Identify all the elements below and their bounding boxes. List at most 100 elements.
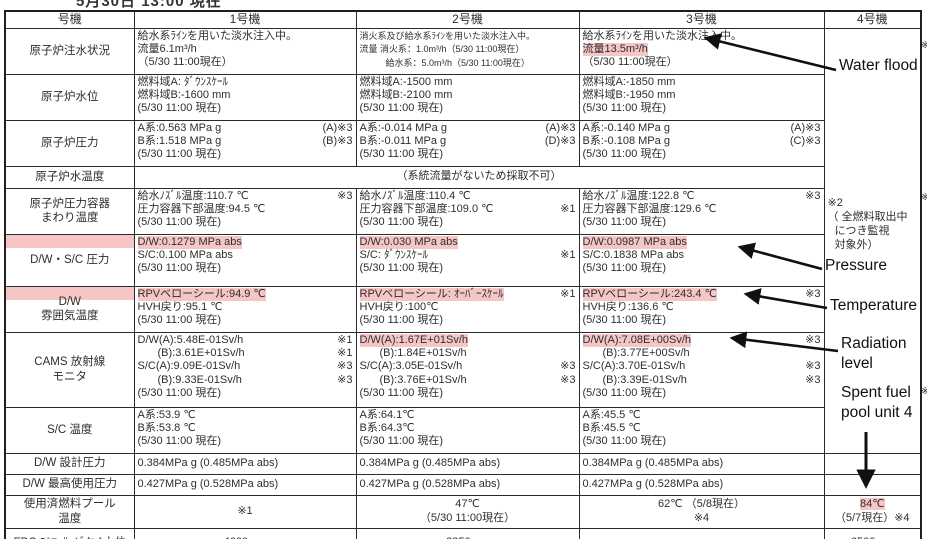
cut-off-column-fragment: ※ xyxy=(921,40,927,51)
table-row-reactor-pressure: 原子炉圧力 A系:0.563 MPa g (A)※3 B系:1.518 MPa g (B… xyxy=(4,119,921,167)
cell-line: 燃料域A:-1500 mm xyxy=(360,76,576,89)
cell-line: (5/30 11:00 現在) xyxy=(360,262,576,275)
cell-pool-temp-unit3: 62℃ （5/8現在） ※4 xyxy=(578,494,825,529)
cell-line: 燃料域A: ﾀﾞｳﾝｽｹｰﾙ xyxy=(138,76,353,89)
cell-value: 圧力容器下部温度:94.5 ℃ xyxy=(137,202,266,215)
cell-value: (B):3.77E+00Sv/h xyxy=(602,346,690,359)
cell-design-pressure-unit1: 0.384MPa g (0.485MPa abs) xyxy=(133,452,357,475)
cell-line: RPVベローシール:243.4 ℃ ※3 xyxy=(582,287,821,301)
row-label-injection: 原子炉注水状況 xyxy=(4,27,135,75)
table-row-pool-temp: 使用済燃料プール 温度 ※1 47℃ （5/30 11:00現在） 62℃ （5/8現在）… xyxy=(4,494,922,529)
table-row-dw-atm-temp: D/W 雰囲気温度 RPVベローシール:94.9 ℃ HVH戻り:95.1 ℃ (5/3… xyxy=(4,285,921,333)
cell-fpc-unit2: 2350mm xyxy=(355,527,580,539)
cell-line: 4600mm xyxy=(138,536,353,539)
note-marker: ※1 xyxy=(337,333,353,346)
cell-line: 燃料域B:-1600 mm xyxy=(138,89,353,102)
cell-value: （5/30 11:00現在） xyxy=(137,56,233,69)
table-row-sc-temp: S/C 温度 A系:53.9 ℃ B系:53.8 ℃ (5/30 11:00 現在) A… xyxy=(4,406,921,454)
row-label-line: 雰囲気温度 xyxy=(41,310,99,322)
cell-line: 0.427MPa g (0.528MPa abs) xyxy=(583,478,821,491)
note-marker: ※3 xyxy=(337,373,353,386)
cell-line: （5/30 11:00現在） xyxy=(360,512,576,525)
cell-line: D/W:0.1279 MPa abs xyxy=(137,235,353,249)
note-marker: (C)※3 xyxy=(789,134,821,147)
cell-line: 0.427MPa g (0.528MPa abs) xyxy=(138,478,353,491)
cell-line: RPVベローシール:94.9 ℃ xyxy=(137,287,353,301)
cell-line: D/W(A):1.67E+01Sv/h xyxy=(359,333,576,347)
cell-pool-temp-unit1: ※1 xyxy=(133,494,357,529)
cell-value: (5/30 11:00 現在) xyxy=(137,435,222,448)
cell-value: A系:64.1℃ xyxy=(359,408,415,421)
cell-value: (B):3.61E+01Sv/h xyxy=(157,346,245,359)
note-line: 対象外） xyxy=(834,239,879,252)
highlighted-value: D/W:0.0987 MPa abs xyxy=(582,235,687,249)
cell-line: D/W(A):7.08E+00Sv/h ※3 xyxy=(582,333,821,347)
cell-fpc-unit4: 6500mm xyxy=(823,527,922,539)
cell-line: 流量 消火系：1.0m³/h（5/30 11:00現在） xyxy=(360,43,576,57)
cell-value: (5/30 11:00 現在) xyxy=(359,102,444,115)
cell-value: B系:45.5 ℃ xyxy=(582,421,641,434)
cell-value: 給水ﾉｽﾞﾙ温度:110.4 ℃ xyxy=(359,189,471,202)
cell-line: 62℃ （5/8現在） xyxy=(583,498,821,511)
header-unit-label: 号機 xyxy=(4,10,135,29)
highlighted-value: RPVベローシール:243.4 ℃ xyxy=(582,287,717,301)
cell-value: 0.384MPa g (0.485MPa abs) xyxy=(582,456,724,469)
note-marker: (B)※3 xyxy=(322,134,353,147)
cell-value: (5/30 11:00 現在) xyxy=(137,148,222,161)
note-line: につき監視 xyxy=(834,225,890,238)
cell-reactor-pressure-unit3: A系:-0.140 MPa g (A)※3 B系:-0.108 MPa g (C)※3… xyxy=(578,119,825,167)
cell-value: (5/30 11:00 現在) xyxy=(137,262,222,275)
cell-water-level-unit2: 燃料域A:-1500 mm 燃料域B:-2100 mm (5/30 11:00 現在… xyxy=(355,73,580,121)
cell-line: (5/30 11:00 現在) xyxy=(583,387,821,400)
cell-water-level-unit3: 燃料域A:-1850 mm 燃料域B:-1950 mm (5/30 11:00 現在… xyxy=(578,73,825,121)
cell-max-pressure-unit2: 0.427MPa g (0.528MPa abs) xyxy=(355,473,580,496)
cell-line: 2350mm xyxy=(360,536,576,539)
cell-value: 燃料域A:-1850 mm xyxy=(582,75,676,88)
cell-value: 給水ﾉｽﾞﾙ温度:110.7 ℃ xyxy=(137,189,249,202)
note-line: （ 全燃料取出中 xyxy=(827,210,908,223)
cell-value: (5/30 11:00 現在) xyxy=(359,262,444,275)
cell-injection-unit3: 給水系ﾗｲﾝを用いた淡水注入中。 流量13.5m³/h （5/30 11:00現在） xyxy=(578,27,825,75)
cell-line: (B):1.84E+01Sv/h xyxy=(360,347,576,360)
row-label-dw-sc-pressure: D/W・S/C 圧力 xyxy=(4,233,135,287)
cell-value: 消火系及び給水系ﾗｲﾝを用いた淡水注入中。 xyxy=(359,30,536,41)
note-marker: ※3 xyxy=(560,373,576,386)
row-label-line: 原子炉水温度 xyxy=(35,170,105,183)
table-row-rpv-temp: 原子炉圧力容器 まわり温度 給水ﾉｽﾞﾙ温度:110.7 ℃ ※3 圧力容器下部温度:9… xyxy=(4,187,921,235)
row-label-line: 温度 xyxy=(58,512,82,525)
cell-line: (5/30 11:00 現在) xyxy=(583,102,821,115)
row-label-line: D/W・S/C 圧力 xyxy=(30,253,110,266)
row-label-line: CAMS 放射線 xyxy=(34,356,106,369)
cell-line: S/C(A):3.05E-01Sv/h ※3 xyxy=(360,360,576,373)
note-line: ※2 xyxy=(827,196,843,209)
cell-line: S/C:0.1838 MPa abs xyxy=(583,249,821,262)
row-label-cams: CAMS 放射線 モニタ xyxy=(4,331,135,408)
cell-line: (5/30 11:00 現在) xyxy=(360,102,576,115)
cell-fpc-unit1: 4600mm xyxy=(133,527,357,539)
cell-unit4-note: ※2 （ 全燃料取出中につき監視 対象外） xyxy=(823,27,922,454)
cell-value: 圧力容器下部温度:109.0 ℃ xyxy=(359,202,494,215)
row-label-line: 原子炉水位 xyxy=(41,90,99,103)
row-label-line: D/W 最高使用圧力 xyxy=(22,478,118,491)
row-label-line: D/W xyxy=(58,295,81,308)
cell-value: 47℃ xyxy=(455,498,480,511)
cell-value: HVH戻り:95.1 ℃ xyxy=(137,300,223,313)
cell-sc-temp-unit1: A系:53.9 ℃ B系:53.8 ℃ (5/30 11:00 現在) xyxy=(133,406,357,454)
note-marker: (A)※3 xyxy=(790,121,821,134)
cell-value: (B):1.84E+01Sv/h xyxy=(379,346,467,359)
cell-line: (5/30 11:00 現在) xyxy=(360,435,576,448)
note-marker: ※3 xyxy=(560,360,576,373)
cell-line: 圧力容器下部温度:94.5 ℃ xyxy=(138,203,353,216)
cut-off-column-fragment: ※ xyxy=(921,192,927,203)
row-label-line: S/C 温度 xyxy=(47,423,93,436)
annotation-temperature: Temperature xyxy=(830,296,917,316)
cell-line: 0.427MPa g (0.528MPa abs) xyxy=(360,478,576,491)
table-row-water-level: 原子炉水位 燃料域A: ﾀﾞｳﾝｽｹｰﾙ 燃料域B:-1600 mm (5/30 11… xyxy=(4,73,921,121)
cell-value: S/C:0.1838 MPa abs xyxy=(582,248,685,261)
cell-value: (5/30 11:00 現在) xyxy=(582,262,667,275)
cell-value: (5/30 11:00 現在) xyxy=(582,387,667,400)
cell-line: (5/30 11:00 現在) xyxy=(583,148,821,161)
cell-line: HVH戻り:95.1 ℃ xyxy=(138,301,353,314)
cell-line: (5/30 11:00 現在) xyxy=(583,435,821,448)
cell-value: (B):3.76E+01Sv/h xyxy=(379,373,467,386)
